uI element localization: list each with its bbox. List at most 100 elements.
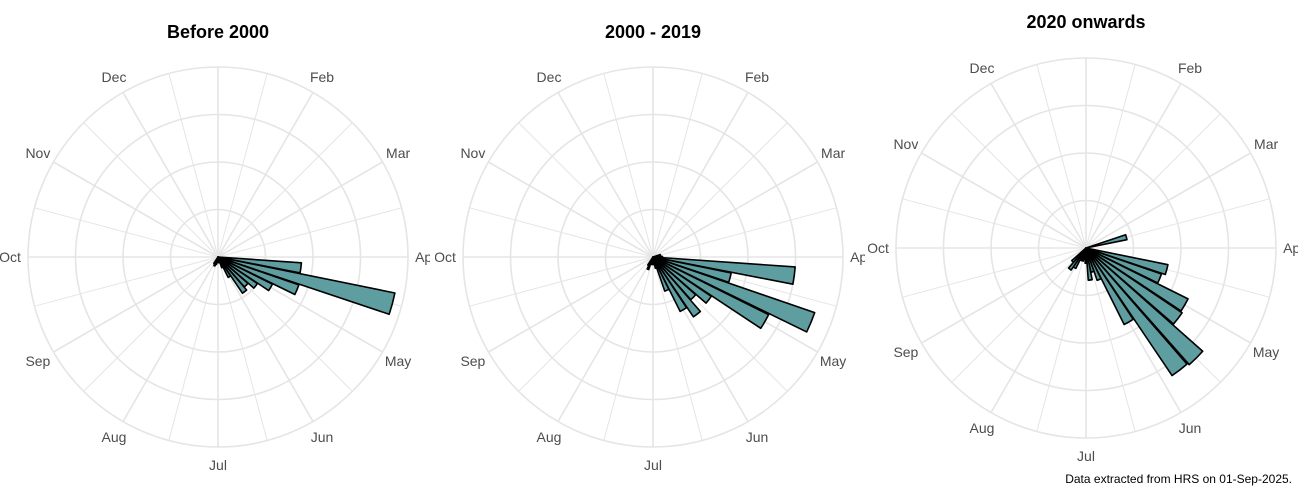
grid-spoke (518, 122, 654, 258)
panel-2000-2019: Feb Mar Apr May Jun Jul Aug Sep Oct Nov Dec 2000 - … (435, 0, 865, 470)
month-label-aug: Aug (537, 429, 562, 445)
grid-spoke (168, 256, 219, 441)
grid-spoke (217, 73, 268, 258)
grid-spoke (518, 256, 654, 392)
month-label-may: May (820, 353, 846, 369)
bar-panel2-5 (652, 256, 816, 333)
grid-spoke (83, 256, 219, 392)
grid-spoke (469, 256, 654, 307)
bar-panel3-4 (1085, 247, 1183, 325)
bar-panel2-11 (652, 256, 670, 292)
grid-spoke (652, 161, 818, 258)
grid-spoke (1036, 247, 1087, 432)
grid-spoke (990, 247, 1087, 413)
month-label-mar: Mar (386, 145, 410, 161)
month-label-oct: Oct (0, 249, 21, 265)
month-label-may: May (1253, 344, 1279, 360)
month-label-sep: Sep (893, 344, 918, 360)
grid-spoke (217, 122, 353, 258)
grid-spoke (603, 73, 654, 258)
bar-panel1-6 (217, 256, 248, 295)
chart-title: 2000 - 2019 (605, 22, 701, 42)
grid-spoke (921, 152, 1087, 249)
month-label-nov: Nov (25, 145, 50, 161)
month-label-apr: Apr (1283, 240, 1298, 256)
bar-panel2-9 (652, 256, 702, 318)
month-label-jun: Jun (1179, 420, 1202, 436)
month-label-jun: Jun (746, 429, 769, 445)
month-label-apr: Apr (850, 249, 865, 265)
grid-spoke (557, 92, 654, 258)
grid-spoke (652, 256, 703, 441)
month-label-feb: Feb (745, 69, 769, 85)
month-label-feb: Feb (1178, 60, 1202, 76)
grid-spoke (488, 256, 654, 353)
bar-panel3-10 (1085, 247, 1093, 282)
grid-spoke (83, 122, 219, 258)
panel-2020-onwards: Feb Mar Apr May Jun Jul Aug Sep Oct Nov Dec 2020 on… (868, 0, 1298, 470)
polar-chart-before-2000: Feb Mar Apr May Jun Jul Aug Sep Oct Nov Dec Before … (0, 22, 430, 470)
grid-spoke (1036, 64, 1087, 249)
month-label-may: May (385, 353, 411, 369)
bar-panel3-17 (1070, 247, 1087, 264)
grid-spoke (652, 73, 703, 258)
grid-spoke (990, 83, 1087, 249)
grid-spoke (469, 207, 654, 258)
polar-chart-2000-2019: Feb Mar Apr May Jun Jul Aug Sep Oct Nov Dec 2000 - … (435, 22, 865, 470)
bar-panel3-8 (1085, 247, 1102, 282)
month-label-dec: Dec (102, 69, 127, 85)
grid-spoke (603, 256, 654, 441)
grid-spoke (652, 207, 837, 258)
grid-spoke (652, 92, 749, 258)
bar-panel3-5 (1085, 247, 1204, 366)
bar-panel3-6 (1085, 247, 1188, 377)
bars (646, 253, 816, 333)
grid-spoke (1085, 64, 1136, 249)
grid-spoke (951, 113, 1087, 249)
grid-spoke (557, 256, 654, 422)
month-label-aug: Aug (102, 429, 127, 445)
month-label-sep: Sep (460, 353, 485, 369)
bar-panel3-0 (1085, 233, 1128, 249)
bar-panel3-7 (1085, 247, 1134, 326)
bars (1067, 233, 1204, 377)
bar-panel2-18 (646, 256, 654, 267)
month-label-dec: Dec (537, 69, 562, 85)
grid-spoke (1085, 113, 1221, 249)
month-label-jul: Jul (209, 457, 227, 470)
month-label-oct: Oct (435, 249, 456, 265)
data-source-caption: Data extracted from HRS on 01-Sep-2025. (1065, 472, 1292, 486)
grid-spoke (921, 247, 1087, 344)
bar-panel2-10 (652, 256, 688, 313)
grid-spoke (217, 207, 402, 258)
grid-spoke (652, 122, 788, 258)
grid-spoke (217, 161, 383, 258)
panel-before-2000: Feb Mar Apr May Jun Jul Aug Sep Oct Nov Dec Before … (0, 0, 430, 470)
grid-spoke (53, 161, 219, 258)
grid-spoke (902, 198, 1087, 249)
month-label-jul: Jul (644, 457, 662, 470)
grid-spoke (217, 92, 314, 258)
month-label-dec: Dec (970, 60, 995, 76)
grid-spoke (951, 247, 1087, 383)
grid-spoke (1085, 152, 1251, 249)
chart-title: 2020 onwards (1026, 12, 1145, 32)
month-label-jul: Jul (1077, 448, 1095, 464)
grid-spoke (122, 256, 219, 422)
polar-chart-2020-onwards: Feb Mar Apr May Jun Jul Aug Sep Oct Nov Dec 2020 on… (868, 12, 1298, 464)
bars (213, 256, 396, 316)
month-label-nov: Nov (460, 145, 485, 161)
grid-spoke (902, 247, 1087, 298)
bar-panel1-15 (213, 256, 219, 265)
grid-spoke (168, 73, 219, 258)
grid-spoke (217, 256, 314, 422)
month-label-jun: Jun (311, 429, 334, 445)
month-label-oct: Oct (868, 240, 889, 256)
grid-spoke (488, 161, 654, 258)
month-label-nov: Nov (893, 136, 918, 152)
bar-panel2-6 (652, 256, 770, 330)
month-label-mar: Mar (1254, 136, 1278, 152)
month-label-mar: Mar (821, 145, 845, 161)
month-label-aug: Aug (970, 420, 995, 436)
grid-spoke (1085, 247, 1136, 432)
